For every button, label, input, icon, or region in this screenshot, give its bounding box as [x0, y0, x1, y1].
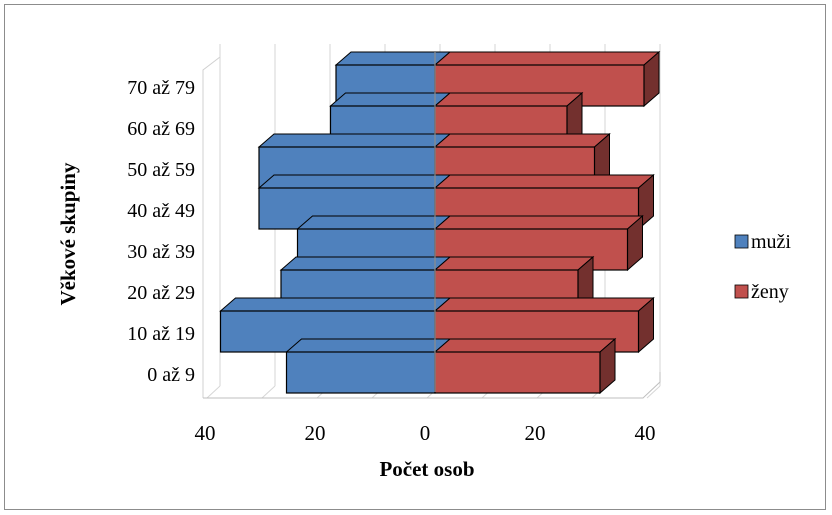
category-label: 30 až 39: [127, 241, 195, 263]
category-label: 20 až 29: [127, 282, 195, 304]
bar-top-muzi: [329, 92, 452, 107]
bar-top-zeny: [433, 174, 655, 189]
legend-item-muzi: muži: [734, 231, 791, 253]
category-label: 50 až 59: [127, 159, 195, 181]
floor-edge: [203, 372, 661, 399]
category-label: 60 až 69: [127, 118, 195, 140]
legend-label-muzi: muži: [751, 231, 791, 253]
floor-gridline: [646, 385, 661, 399]
legend-swatch-zeny: [734, 284, 749, 299]
bar-top-zeny: [433, 338, 617, 353]
y-axis-title: Věkové skupiny: [56, 162, 80, 305]
x-axis-title: Počet osob: [379, 457, 474, 481]
bar-top-zeny: [433, 51, 661, 66]
bar-top-muzi: [219, 297, 452, 312]
bar-top-zeny: [433, 215, 644, 230]
bar-muzi: [285, 351, 436, 394]
bars: [219, 50, 661, 395]
category-label: 40 až 49: [127, 200, 195, 222]
legend-swatch-muzi: [734, 234, 749, 249]
bar-top-muzi: [296, 215, 452, 230]
x-tick-label: 40: [195, 421, 216, 445]
x-tick-label: 0: [420, 421, 431, 445]
bar-top-zeny: [433, 256, 595, 271]
category-label: 0 až 9: [147, 364, 195, 386]
bar-zeny: [434, 351, 601, 394]
legend-item-zeny: ženy: [734, 281, 789, 303]
bar-top-zeny: [433, 92, 584, 107]
bar-top-muzi: [285, 338, 452, 353]
bar-top-muzi: [279, 256, 452, 271]
x-tick-label: 20: [305, 421, 326, 445]
x-tick-label: 40: [635, 421, 656, 445]
x-tick-label: 20: [525, 421, 546, 445]
legend-label-zeny: ženy: [751, 281, 789, 303]
floor-gridline: [261, 385, 276, 399]
category-label: 70 až 79: [127, 77, 195, 99]
bar-top-zeny: [433, 297, 655, 312]
bar-top-muzi: [257, 174, 452, 189]
bar-top-zeny: [433, 133, 611, 148]
bar-top-muzi: [257, 133, 452, 148]
category-labels: 70 až 79 60 až 69 50 až 59 40 až 49 30 až 39…: [127, 77, 195, 386]
x-tick-labels: 40 20 0 20 40: [195, 421, 656, 445]
category-label: 10 až 19: [127, 323, 195, 345]
legend: muži ženy: [734, 231, 791, 303]
bar-top-muzi: [334, 51, 452, 66]
floor-gridline: [206, 385, 221, 399]
back-wall-edge: [202, 56, 221, 398]
